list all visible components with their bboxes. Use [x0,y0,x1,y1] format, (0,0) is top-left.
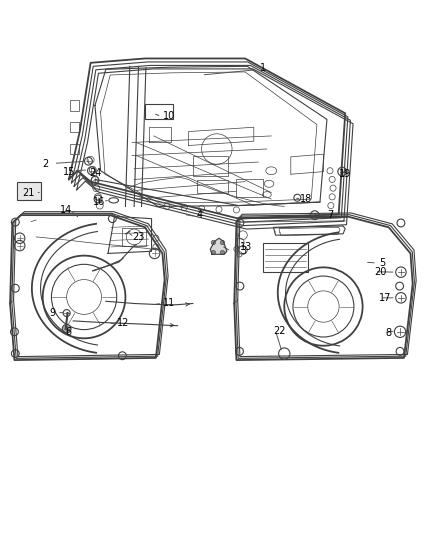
FancyBboxPatch shape [17,182,41,200]
Bar [145,104,173,118]
Text: 21: 21 [22,188,35,198]
Text: 19: 19 [339,169,351,179]
Text: 2: 2 [42,159,48,169]
Bar [237,180,262,197]
Text: 1: 1 [259,63,265,74]
Text: 24: 24 [89,168,101,178]
Bar [70,122,79,133]
Circle shape [62,325,71,333]
Text: 20: 20 [374,266,386,277]
Text: 18: 18 [300,194,312,204]
Polygon shape [210,238,227,254]
Bar [197,180,228,193]
Bar [70,144,79,154]
Text: 11: 11 [163,298,175,309]
Bar [262,244,308,272]
Text: 6: 6 [66,327,72,337]
Text: 10: 10 [163,111,175,122]
Circle shape [211,251,215,255]
Circle shape [211,240,215,245]
Text: 5: 5 [379,258,385,268]
Bar [70,100,79,111]
Text: 13: 13 [240,242,252,252]
Text: 14: 14 [60,205,72,215]
Bar [122,228,146,246]
Text: 17: 17 [379,293,392,303]
Text: 8: 8 [386,328,392,337]
Text: 3: 3 [240,246,246,256]
Text: 4: 4 [196,210,202,220]
Text: 15: 15 [63,167,75,176]
Circle shape [220,240,225,245]
Text: 12: 12 [117,318,130,328]
Circle shape [220,251,225,255]
Text: 7: 7 [327,210,333,220]
Text: 9: 9 [49,308,56,318]
Text: 23: 23 [132,232,145,242]
Text: 22: 22 [274,326,286,336]
Bar [193,156,228,176]
Text: 16: 16 [93,197,106,207]
